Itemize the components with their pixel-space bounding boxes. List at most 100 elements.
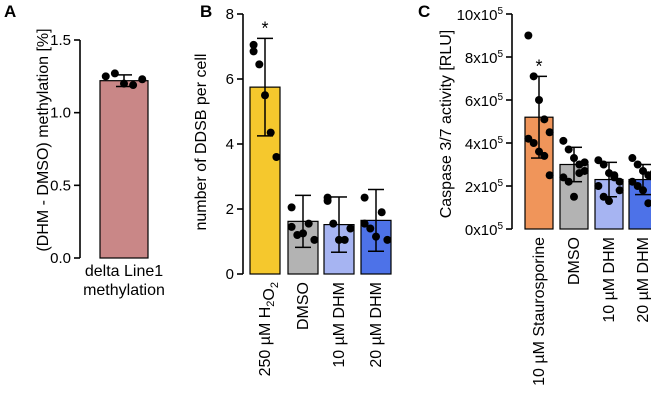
panel-b-data-point (249, 47, 258, 56)
panel-b-y-tick-label: 0 (226, 266, 234, 283)
panel-c-data-point (644, 171, 651, 180)
panel-c-data-point (545, 128, 554, 137)
panel-c-data-point (599, 192, 608, 201)
panel-a-data-point (110, 69, 119, 78)
panel-a-y-tick-label: 0.0 (50, 250, 71, 267)
panel-c: C Caspase 3/7 activity [RLU] 0x105 2x105 4… (418, 2, 651, 386)
panel-c-x-label: 10 µM Staurosporine (531, 237, 548, 386)
panel-b-letter: B (200, 2, 212, 21)
panel-c-y-axis-title: Caspase 3/7 activity [RLU] (438, 30, 455, 219)
panel-c-x-label: 20 µM DHM (635, 237, 651, 323)
panel-c-data-point (610, 171, 619, 180)
panel-c-data-point (628, 177, 637, 186)
panel-c-y-tick-label: 2x105 (465, 178, 504, 196)
panel-a-bar (99, 80, 149, 259)
panel-c-data-point (559, 173, 568, 182)
panel-c-data-point (529, 139, 538, 147)
panel-a-bars (99, 69, 149, 259)
panel-b-y-tick-label: 4 (226, 136, 234, 153)
panel-c-data-point (615, 177, 624, 186)
panel-b-data-point (340, 235, 349, 244)
panel-b-x-label: 20 µM DHM (368, 282, 385, 368)
panel-c-x-labels: 10 µM Staurosporine DMSO 10 µM DHM 20 µM DH… (531, 237, 651, 386)
panel-a-y-tick-label: 1.5 (50, 32, 71, 49)
panel-c-data-point (633, 160, 642, 169)
panel-c-data-point (580, 158, 589, 167)
panel-c-letter: C (418, 2, 430, 21)
panel-c-data-point (559, 136, 568, 145)
panel-b-data-point (383, 235, 392, 244)
panel-c-data-point (535, 147, 543, 156)
panel-b-data-point (255, 60, 264, 69)
panel-c-y-tick-label: 0x105 (465, 221, 504, 239)
panel-c-data-point (599, 160, 608, 169)
panel-c-y-tick-label: 8x105 (465, 49, 504, 67)
panel-c-data-point (564, 145, 573, 154)
panel-c-y-ticks: 0x105 2x105 4x105 6x105 8x105 10x105 (457, 6, 513, 239)
panel-b-x-label-part: DMSO (295, 282, 312, 330)
panel-b-data-point (372, 232, 380, 241)
panel-a-x-label-line: delta Line1 (85, 263, 163, 280)
panel-c-data-point (594, 156, 603, 165)
panel-c-data-point (540, 115, 549, 124)
panel-b-x-label: DMSO (295, 282, 312, 330)
panel-b-y-ticks: 0 2 4 6 8 (226, 6, 244, 283)
panel-c-data-point (524, 31, 533, 40)
panel-b-x-label: 10 µM DHM (331, 282, 348, 368)
panel-b-data-point (335, 235, 343, 244)
panel-b-x-label-part: 2 (269, 282, 281, 288)
panel-a: A (DHM - DMSO) methylation [%] 0.0 0.5 1.0… (4, 2, 165, 299)
panel-a-x-label-line: methylation (83, 282, 165, 299)
panel-c-x-label: 10 µM DHM (601, 237, 618, 323)
panel-c-y-tick-exponent: 5 (497, 6, 503, 17)
panel-b-bar (249, 86, 281, 275)
panel-a-data-point (120, 79, 128, 88)
panel-c-y-tick-exponent: 5 (497, 178, 503, 189)
panel-c-data-point (529, 72, 538, 81)
panel-b-data-point (366, 224, 375, 233)
panel-b-x-label-part: 20 µM DHM (368, 282, 385, 368)
panel-b-data-point (360, 193, 369, 202)
panel-a-letter: A (4, 2, 16, 21)
panel-b-y-tick-label: 2 (226, 201, 234, 218)
panel-b-data-point (261, 91, 269, 100)
panel-c-bars: * (524, 31, 651, 230)
panel-b-data-point (310, 235, 319, 244)
panel-c-data-point (644, 199, 651, 208)
panel-c-data-point (594, 182, 603, 190)
panel-b-data-point (287, 203, 296, 212)
panel-c-data-point (564, 177, 573, 186)
panel-c-data-point (639, 186, 647, 195)
panel-b-significance-star: * (261, 18, 268, 38)
panel-b-data-point (329, 219, 338, 228)
panel-b-data-point (272, 153, 281, 161)
panel-c-data-point (615, 186, 624, 195)
panel-c-y-tick-label: 6x105 (465, 92, 504, 110)
panel-b-bars: * (249, 18, 392, 275)
panel-c-y-tick-exponent: 5 (497, 92, 503, 103)
panel-a-y-tick-label: 0.5 (50, 177, 71, 194)
panel-b-data-point (304, 219, 313, 228)
panel-b-y-tick-label: 8 (226, 6, 234, 23)
panel-c-data-point (545, 171, 554, 180)
panel-c-data-point (628, 154, 637, 163)
panel-b-data-point (346, 224, 355, 233)
panel-c-y-tick-exponent: 5 (497, 49, 503, 60)
panel-b-y-tick-label: 6 (226, 71, 234, 88)
panel-b-data-point (323, 196, 332, 205)
panel-a-data-point (129, 81, 138, 90)
panel-b-data-point (266, 128, 275, 137)
panel-a-data-point (138, 75, 147, 84)
panel-c-data-point (535, 96, 543, 104)
panel-a-y-tick-label: 1.0 (50, 105, 71, 122)
panel-c-data-point (605, 197, 613, 206)
panel-a-x-labels: delta Line1 methylation (83, 263, 165, 299)
panel-a-data-point (101, 72, 110, 81)
panel-c-y-tick-label: 4x105 (465, 135, 504, 153)
panel-c-significance-star: * (535, 56, 542, 76)
panel-b: B number of DDSB per cell 0 2 4 6 8 * 250 µM… (193, 2, 392, 376)
panel-a-y-axis-title: (DHM - DMSO) methylation [%] (35, 28, 52, 251)
panel-c-data-point (633, 182, 642, 190)
panel-c-data-point (570, 154, 578, 163)
